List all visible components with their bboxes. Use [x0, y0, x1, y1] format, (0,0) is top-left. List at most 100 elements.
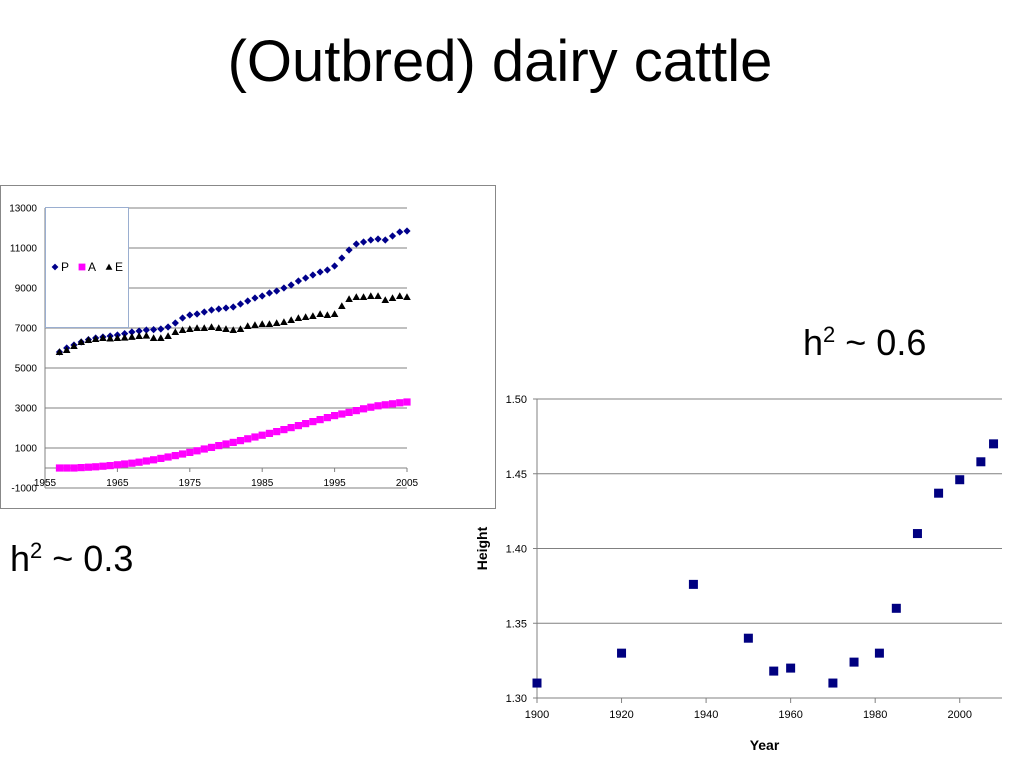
chart2-point [891, 603, 901, 613]
chart1-legend-label-E: E [115, 260, 123, 274]
heritability-label-right: h2 ~ 0.6 [803, 322, 926, 364]
chart1-point-E [142, 331, 151, 339]
chart1-x-tick-label: 1955 [34, 478, 57, 489]
chart1-point-P [396, 228, 404, 236]
chart2-point [786, 663, 796, 673]
chart1-point-P [215, 305, 223, 313]
chart1-x-tick-label: 1995 [323, 478, 346, 489]
chart1-legend-label-P: P [61, 260, 69, 274]
chart1-y-tick-label: 1000 [15, 444, 38, 455]
chart1-point-E [178, 326, 187, 334]
chart1-point-P [164, 323, 172, 331]
chart1-point-A [55, 464, 64, 472]
chart1-point-E [236, 325, 245, 333]
height-chart-svg: 1.50 1.45 1.40 1.35 1.30 1900 1920 1940 1960 1980… [474, 394, 1002, 753]
chart1-point-A [345, 408, 353, 416]
chart1-point-P [207, 306, 216, 314]
chart1-point-P [280, 284, 288, 292]
chart1-point-P [135, 327, 143, 335]
chart1-point-P [142, 326, 150, 334]
chart1-series-A [55, 398, 411, 472]
chart1-point-E [62, 346, 71, 354]
chart2-x-tick-label: 2000 [947, 709, 971, 721]
chart1-point-E [265, 320, 274, 328]
chart1-point-P [128, 328, 136, 336]
h2-right-base: h [803, 322, 824, 363]
chart2-y-tick-label: 1.40 [506, 544, 527, 556]
chart1-point-A [207, 443, 216, 451]
chart1-point-P [338, 254, 346, 262]
chart1-x-tick-label: 1985 [251, 478, 274, 489]
chart1-point-A [229, 438, 237, 446]
chart1-point-A [323, 414, 331, 422]
chart1-point-P [258, 292, 266, 300]
chart2-point [912, 529, 922, 539]
chart1-point-E [294, 314, 303, 322]
chart1-legend-marker-E [105, 263, 113, 270]
chart1-point-A [302, 420, 310, 428]
chart1-point-P [367, 236, 375, 244]
chart1-point-A [265, 429, 274, 437]
chart1-point-P [323, 266, 331, 274]
chart1-point-E [207, 323, 216, 331]
chart1-point-P [309, 271, 317, 279]
chart2-x-tick-label: 1980 [863, 709, 887, 721]
chart1-point-A [63, 464, 71, 472]
chart1-point-E [367, 292, 375, 300]
chart1-point-P [381, 236, 389, 244]
chart1-point-A [142, 457, 150, 465]
chart1-point-P [244, 297, 252, 305]
chart1-point-E [345, 295, 353, 303]
chart1-point-E [186, 325, 194, 333]
chart2-point [849, 657, 859, 667]
chart1-series-E [55, 292, 411, 356]
chart1-point-E [99, 334, 107, 342]
chart2-point [688, 579, 698, 589]
chart1-point-A [374, 402, 382, 410]
chart1-point-A [164, 453, 172, 461]
chart1-point-E [55, 348, 64, 356]
chart1-point-E [280, 318, 288, 326]
chart1-point-P [229, 303, 237, 311]
chart1-point-A [396, 399, 404, 407]
chart1-point-E [164, 332, 172, 340]
chart1-point-P [236, 300, 245, 308]
chart1-point-E [149, 334, 158, 342]
chart1-point-A [92, 463, 100, 471]
chart1-point-A [84, 463, 93, 471]
chart2-point [934, 488, 944, 498]
chart1-point-P [178, 314, 187, 322]
chart2-x-tick-label: 1940 [694, 709, 718, 721]
chart1-point-E [374, 292, 382, 300]
chart1-point-E [381, 296, 390, 304]
chart1-point-P [193, 310, 201, 318]
chart1-point-P [403, 227, 411, 235]
chart2-point [955, 475, 965, 485]
chart1-point-A [338, 410, 346, 418]
chart2-point [532, 678, 542, 688]
h2-left-value: ~ 0.3 [42, 538, 134, 579]
chart1-x-tick-label: 1975 [179, 478, 202, 489]
chart1-point-A [367, 403, 375, 411]
chart1-point-E [258, 320, 266, 328]
chart1-point-A [258, 431, 266, 439]
chart1-point-A [70, 464, 78, 472]
chart1-y-tick-label: -1000 [11, 484, 37, 495]
chart1-point-E [113, 334, 122, 342]
chart1-point-A [316, 416, 324, 424]
chart1-point-E [395, 292, 404, 300]
chart1-point-A [113, 461, 121, 469]
chart1-point-E [272, 319, 281, 327]
chart1-legend-label-A: A [88, 260, 96, 274]
chart1-point-E [243, 322, 252, 330]
chart1-point-P [171, 319, 179, 327]
h2-right-value: ~ 0.6 [835, 322, 927, 363]
chart2-x-tick-label: 1900 [525, 709, 549, 721]
chart1-point-E [352, 293, 361, 301]
chart2-x-tick-label: 1960 [778, 709, 802, 721]
chart1-point-A [280, 426, 288, 434]
chart1-point-E [309, 312, 317, 320]
chart1-point-E [70, 342, 78, 350]
chart1-point-A [359, 405, 368, 413]
